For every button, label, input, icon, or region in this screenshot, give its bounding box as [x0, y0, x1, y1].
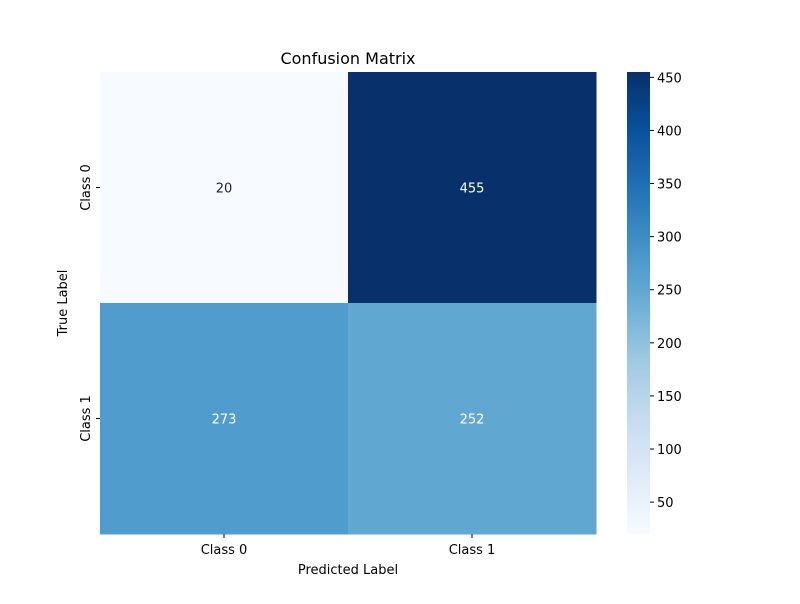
x-axis-ticks: Class 0 Class 1 [201, 534, 496, 558]
colorbar-tick-label-5: 300 [657, 231, 682, 246]
y-tick-label-0: Class 0 [79, 164, 94, 211]
cell-value-label-r0-c0: 20 [216, 182, 233, 197]
colorbar-gradient [627, 72, 650, 534]
chart-title: Confusion Matrix [280, 49, 415, 68]
colorbar-tick-label-6: 350 [657, 178, 682, 193]
colorbar-tick-label-2: 150 [657, 390, 682, 405]
colorbar-tick-label-0: 50 [657, 496, 674, 511]
y-tick-label-1: Class 1 [79, 395, 94, 442]
cell-value-label-r1-c1: 252 [460, 413, 485, 428]
cell-value-label-r0-c1: 455 [460, 182, 485, 197]
colorbar-tick-label-8: 450 [657, 71, 682, 86]
cell-value-label-r1-c0: 273 [212, 413, 237, 428]
colorbar-tick-label-7: 400 [657, 124, 682, 139]
colorbar-tick-label-3: 200 [657, 337, 682, 352]
x-tick-label-1: Class 1 [449, 543, 496, 558]
x-axis-label: Predicted Label [298, 563, 398, 578]
heatmap-cell-labels: 20 455 273 252 [212, 182, 485, 428]
y-axis-ticks: Class 0 Class 1 [79, 164, 100, 442]
heatmap-cells [100, 72, 597, 535]
heatmap-cell-r0-c0 [100, 72, 349, 304]
heatmap-cell-r1-c1 [348, 303, 597, 535]
x-tick-label-0: Class 0 [201, 543, 248, 558]
colorbar-tick-label-1: 100 [657, 443, 682, 458]
y-axis-label: True Label [56, 270, 71, 338]
colorbar: 50 100 150 200 250 300 350 400 450 [627, 71, 682, 534]
colorbar-tick-label-4: 250 [657, 284, 682, 299]
heatmap-cell-r1-c0 [100, 303, 349, 535]
heatmap-cell-r0-c1 [348, 72, 597, 304]
